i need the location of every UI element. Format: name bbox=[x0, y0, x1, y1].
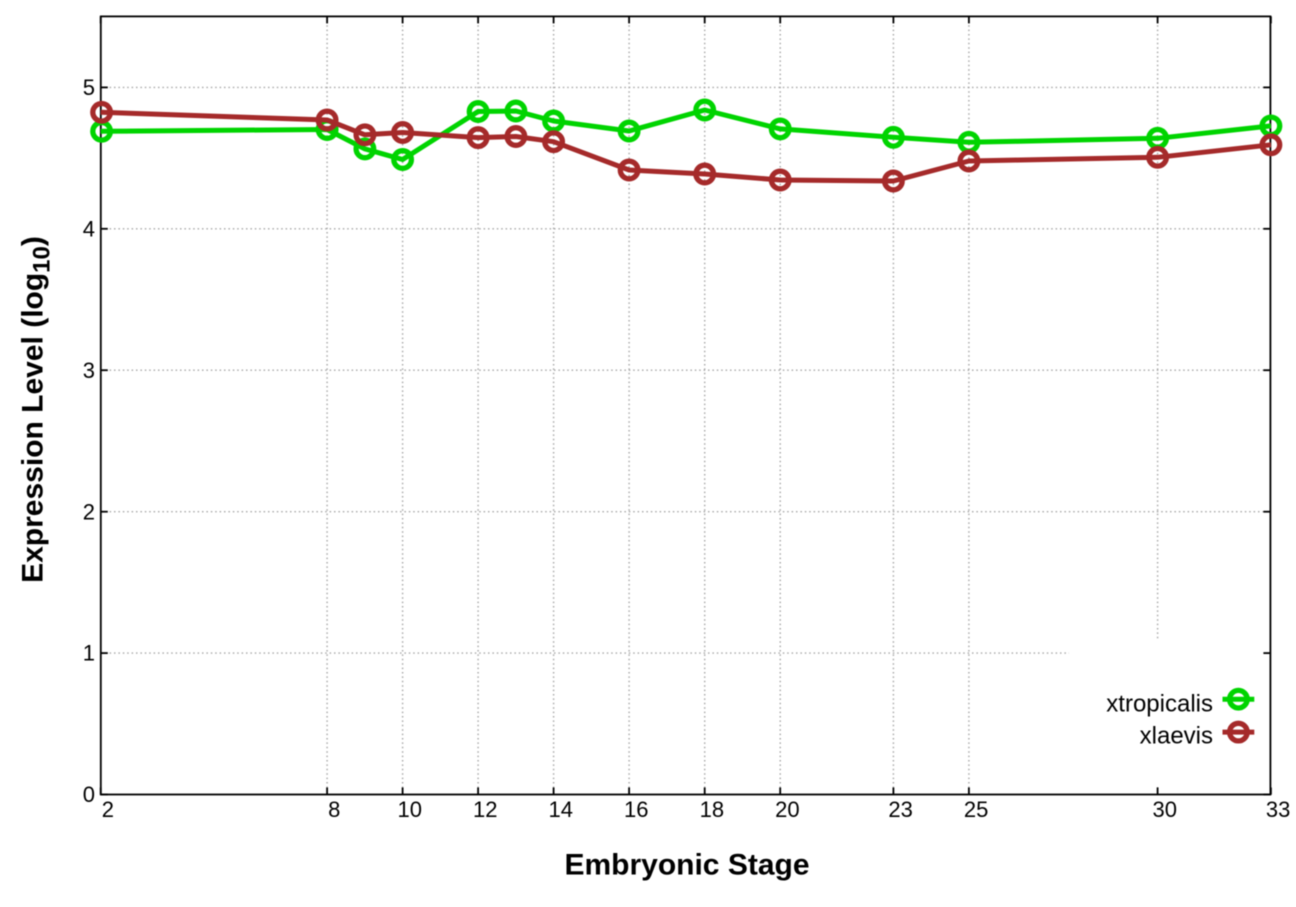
svg-text:4: 4 bbox=[83, 216, 95, 241]
svg-text:2: 2 bbox=[83, 499, 95, 524]
svg-text:5: 5 bbox=[83, 75, 95, 100]
svg-text:xtropicalis: xtropicalis bbox=[1106, 691, 1213, 718]
svg-text:14: 14 bbox=[549, 797, 573, 822]
svg-text:1: 1 bbox=[83, 641, 95, 666]
svg-text:23: 23 bbox=[888, 797, 912, 822]
svg-text:Expression Level (log10): Expression Level (log10) bbox=[17, 236, 56, 583]
svg-text:16: 16 bbox=[624, 797, 648, 822]
svg-text:0: 0 bbox=[83, 782, 95, 807]
svg-text:xlaevis: xlaevis bbox=[1140, 723, 1213, 750]
svg-text:30: 30 bbox=[1153, 797, 1177, 822]
svg-text:2: 2 bbox=[102, 797, 114, 822]
svg-text:25: 25 bbox=[964, 797, 988, 822]
svg-text:33: 33 bbox=[1266, 797, 1290, 822]
svg-text:18: 18 bbox=[700, 797, 724, 822]
svg-text:12: 12 bbox=[473, 797, 497, 822]
svg-text:Embryonic Stage: Embryonic Stage bbox=[564, 849, 809, 882]
svg-text:8: 8 bbox=[328, 797, 340, 822]
svg-text:10: 10 bbox=[398, 797, 422, 822]
svg-text:3: 3 bbox=[83, 358, 95, 383]
svg-text:20: 20 bbox=[775, 797, 799, 822]
